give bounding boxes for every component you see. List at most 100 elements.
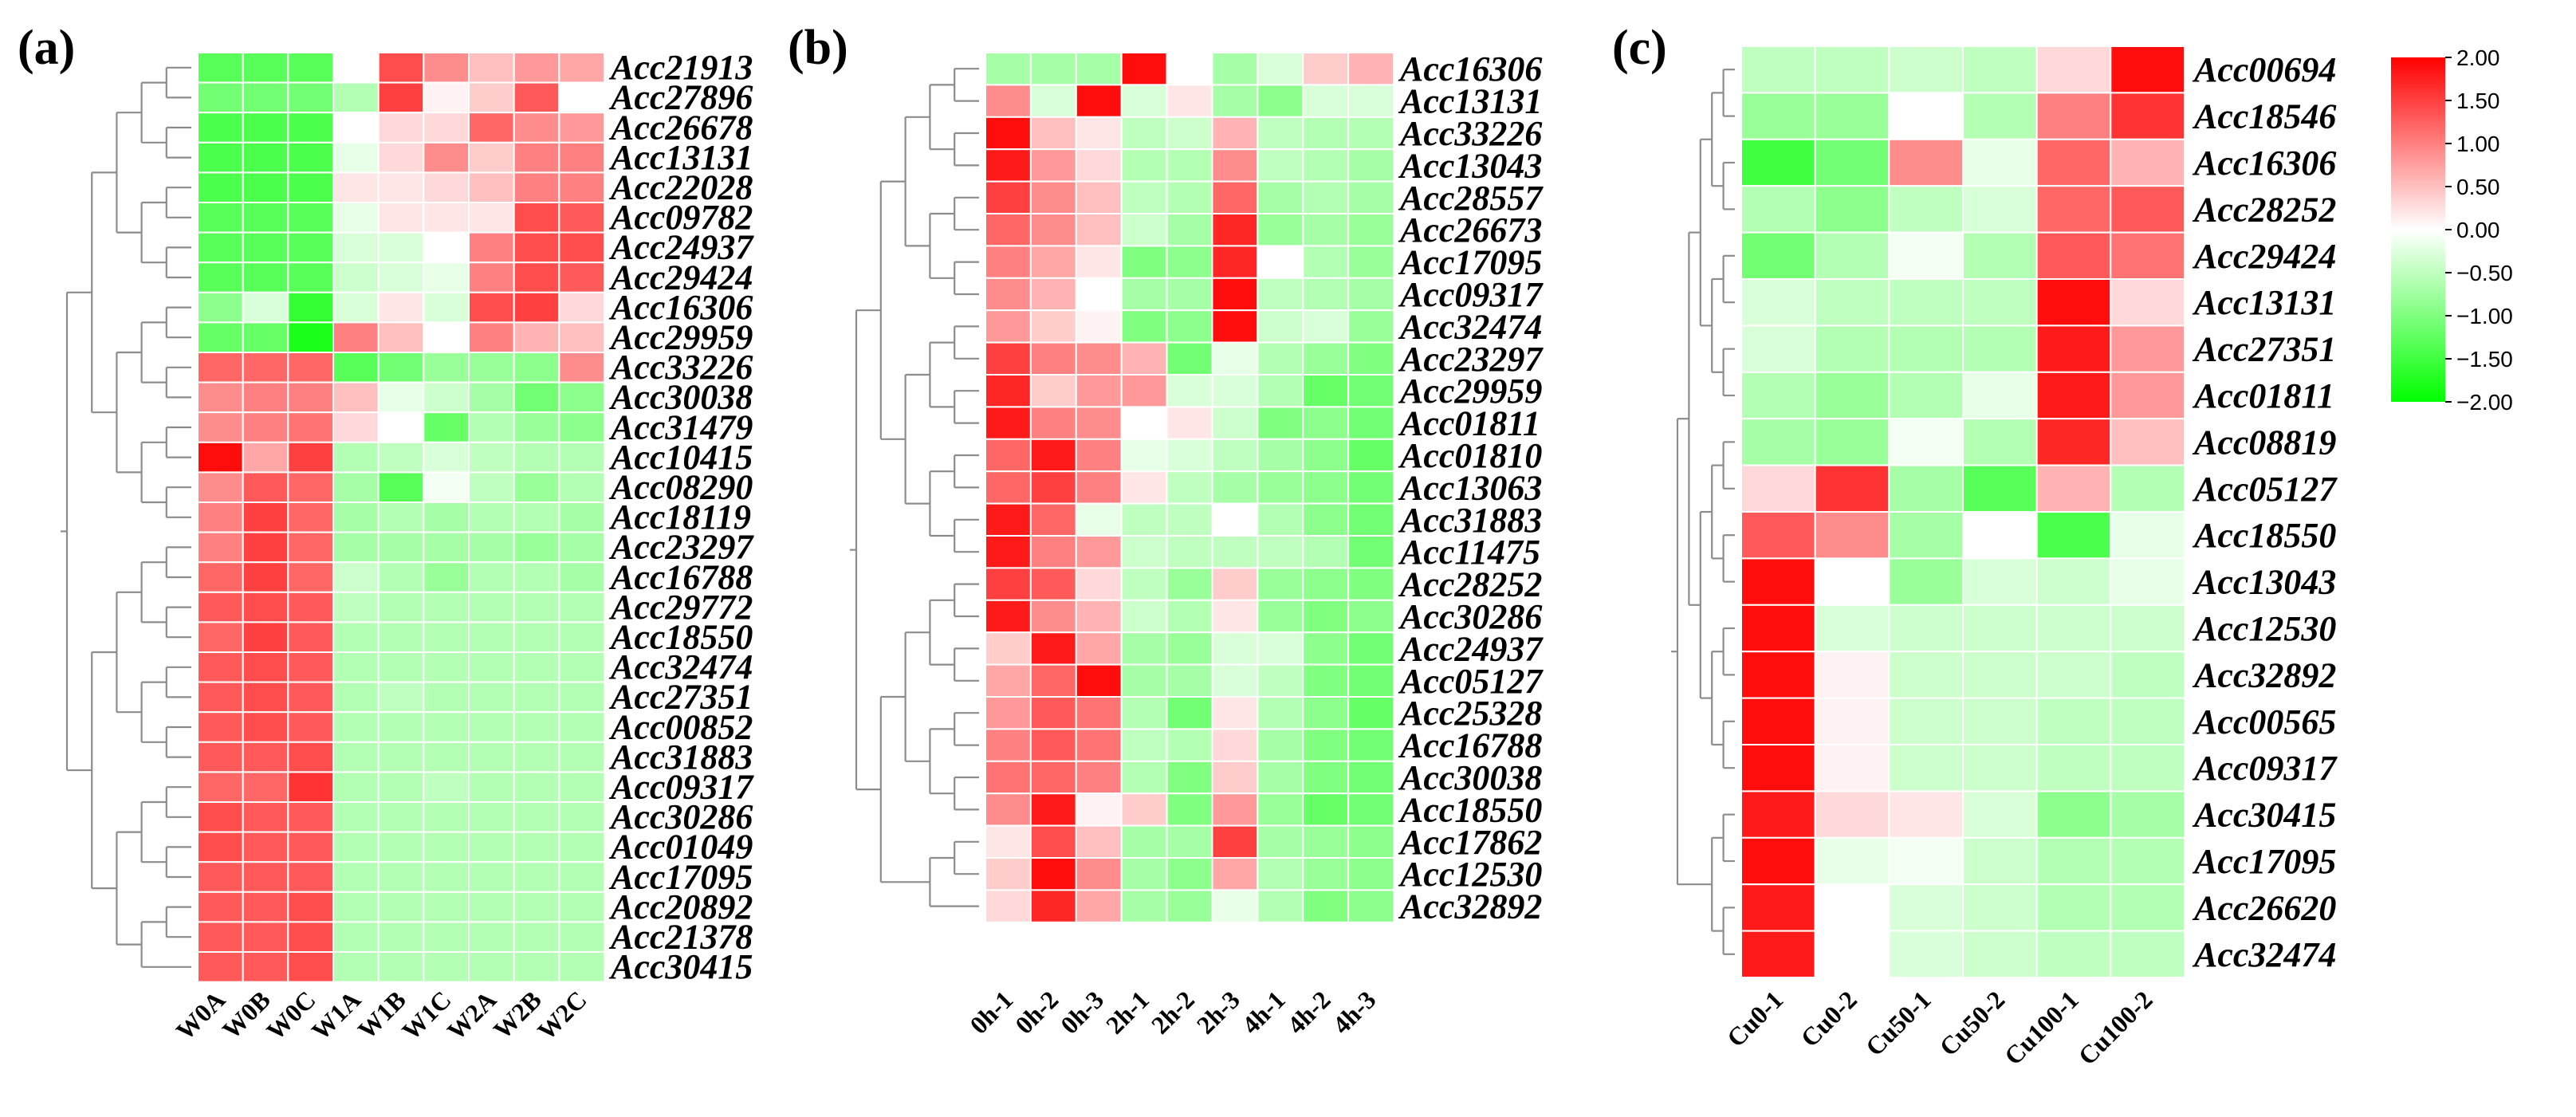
heatmap-cell — [1740, 278, 1816, 327]
heatmap-cell — [2110, 930, 2186, 978]
heatmap-cell — [197, 741, 244, 773]
panel-a-row-labels: Acc21913Acc27896Acc26678Acc13131Acc22028… — [608, 48, 754, 986]
heatmap-cell — [1302, 341, 1350, 376]
heatmap-cell — [1211, 180, 1259, 215]
heatmap-cell — [242, 531, 289, 564]
heatmap-cell — [985, 696, 1032, 730]
heatmap-cell — [1120, 567, 1168, 601]
heatmap-cell — [1029, 116, 1077, 151]
heatmap-cell — [1075, 728, 1123, 762]
heatmap-cell — [2035, 604, 2112, 653]
heatmap-cell — [1888, 790, 1964, 839]
heatmap-cell — [558, 171, 606, 203]
heatmap-cell — [558, 202, 606, 234]
heatmap-cell — [1075, 180, 1123, 215]
heatmap-cell — [513, 711, 560, 743]
heatmap-cell — [1302, 889, 1350, 923]
heatmap-cell — [1120, 470, 1168, 505]
heatmap-cell — [1962, 324, 2038, 373]
column-label: 4h-2 — [1281, 985, 1335, 1039]
heatmap-cell — [2110, 557, 2186, 606]
heatmap-cell — [287, 291, 334, 324]
heatmap-cell — [1166, 245, 1213, 279]
heatmap-cell — [1962, 464, 2038, 513]
heatmap-cell — [558, 262, 606, 293]
heatmap-cell — [1814, 231, 1890, 281]
heatmap-cell — [197, 681, 244, 714]
heatmap-cell — [2110, 371, 2186, 420]
heatmap-cell — [1029, 277, 1077, 312]
heatmap-cell — [985, 148, 1032, 183]
heatmap-cell — [2110, 651, 2186, 699]
row-label: Acc30415 — [608, 947, 753, 986]
heatmap-cell — [1211, 857, 1259, 891]
heatmap-cell — [1075, 406, 1123, 440]
heatmap-cell — [197, 352, 244, 383]
heatmap-cell — [1740, 651, 1816, 699]
heatmap-cell — [287, 381, 334, 414]
heatmap-cell — [1814, 697, 1890, 745]
heatmap-cell — [1166, 374, 1213, 408]
heatmap-cell — [287, 711, 334, 743]
heatmap-cell — [1211, 599, 1259, 634]
heatmap-cell — [1029, 374, 1077, 408]
heatmap-cell — [1166, 406, 1213, 440]
row-label: Acc24937 — [608, 228, 754, 267]
heatmap-cell — [513, 801, 560, 833]
heatmap-cell — [287, 801, 334, 833]
heatmap-cell — [287, 891, 334, 923]
heatmap-cell — [1302, 406, 1350, 440]
panel-c-cells — [1740, 45, 2186, 978]
column-label: 0h-1 — [964, 985, 1018, 1039]
row-label: Acc18119 — [608, 498, 751, 537]
heatmap-cell — [1962, 697, 2038, 745]
heatmap-cell — [242, 471, 289, 504]
heatmap-cell — [1211, 213, 1259, 247]
row-label: Acc18550 — [1398, 790, 1542, 829]
heatmap-cell — [1302, 116, 1350, 151]
heatmap-cell — [985, 84, 1032, 118]
heatmap-cell — [1166, 728, 1213, 762]
heatmap-cell — [423, 711, 470, 743]
heatmap-cell — [423, 52, 470, 84]
heatmap-cell — [1211, 277, 1259, 312]
heatmap-cell — [1211, 728, 1259, 762]
panel-c-dendrogram — [1671, 69, 1735, 955]
heatmap-cell — [1211, 631, 1259, 666]
heatmap-cell — [377, 891, 425, 923]
heatmap-cell — [1120, 696, 1168, 730]
heatmap-cell — [1302, 631, 1350, 666]
heatmap-cell — [197, 141, 244, 174]
heatmap-cell — [2035, 45, 2112, 94]
heatmap-cell — [1166, 309, 1213, 344]
row-label: Acc29959 — [1398, 372, 1542, 411]
row-label: Acc31883 — [608, 737, 753, 777]
heatmap-cell — [1120, 663, 1168, 698]
heatmap-cell — [468, 741, 515, 773]
color-scale-tick-label: 0.50 — [2456, 175, 2500, 199]
heatmap-cell — [242, 921, 289, 954]
heatmap-cell — [197, 651, 244, 683]
heatmap-cell — [1257, 857, 1304, 891]
heatmap-cell — [1257, 213, 1304, 247]
heatmap-cell — [287, 561, 334, 593]
heatmap-cell — [1740, 324, 1816, 373]
heatmap-cell — [377, 921, 425, 954]
row-label: Acc05127 — [2192, 470, 2338, 509]
heatmap-cell — [1740, 511, 1816, 560]
heatmap-cell — [468, 81, 515, 114]
heatmap-cell — [1166, 148, 1213, 183]
row-label: Acc17095 — [1398, 243, 1542, 282]
heatmap-cell — [558, 141, 606, 174]
heatmap-cell — [1740, 464, 1816, 513]
row-label: Acc23297 — [608, 528, 754, 567]
color-scale-tick-label: 0.00 — [2456, 218, 2500, 242]
heatmap-cell — [2035, 557, 2112, 606]
heatmap-cell — [2110, 231, 2186, 281]
heatmap-cell — [332, 202, 380, 234]
heatmap-cell — [1075, 341, 1123, 376]
row-label: Acc26673 — [1398, 210, 1542, 250]
heatmap-cell — [1166, 438, 1213, 473]
heatmap-cell — [2035, 464, 2112, 513]
heatmap-cell — [468, 352, 515, 383]
